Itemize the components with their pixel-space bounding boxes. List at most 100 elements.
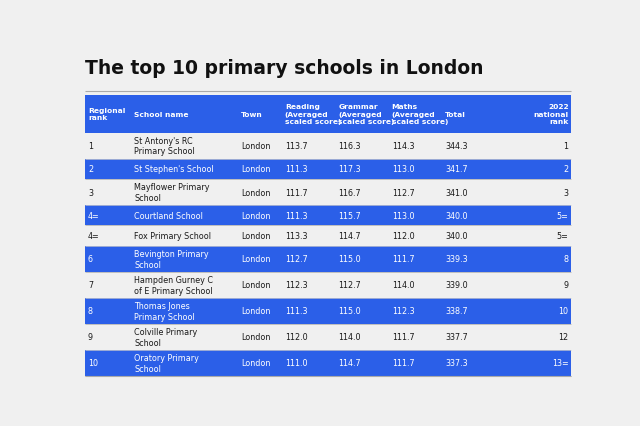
Text: 2022
national
rank: 2022 national rank	[533, 104, 568, 124]
Text: 116.3: 116.3	[339, 142, 361, 151]
Text: 339.3: 339.3	[445, 255, 468, 264]
Text: Colville Primary
School: Colville Primary School	[134, 327, 197, 347]
Text: 6: 6	[88, 255, 93, 264]
Text: London: London	[241, 358, 271, 367]
Text: London: London	[241, 232, 271, 241]
Text: 337.3: 337.3	[445, 358, 468, 367]
Text: Thomas Jones
Primary School: Thomas Jones Primary School	[134, 301, 195, 321]
Text: 344.3: 344.3	[445, 142, 468, 151]
Text: 8: 8	[88, 307, 93, 316]
Text: 114.7: 114.7	[339, 232, 361, 241]
Text: The top 10 primary schools in London: The top 10 primary schools in London	[85, 59, 483, 78]
Text: 337.7: 337.7	[445, 333, 468, 342]
Text: 112.3: 112.3	[392, 307, 414, 316]
Text: Regional
rank: Regional rank	[88, 108, 125, 121]
Text: 4=: 4=	[88, 211, 100, 220]
Text: 112.7: 112.7	[392, 188, 415, 197]
Text: 112.0: 112.0	[392, 232, 414, 241]
Text: 5=: 5=	[557, 232, 568, 241]
Text: 114.3: 114.3	[392, 142, 414, 151]
Text: 4=: 4=	[88, 232, 100, 241]
Text: 117.3: 117.3	[339, 165, 361, 174]
FancyBboxPatch shape	[85, 298, 571, 324]
Text: 112.3: 112.3	[285, 281, 307, 290]
FancyBboxPatch shape	[85, 350, 571, 376]
Text: 341.7: 341.7	[445, 165, 468, 174]
Text: London: London	[241, 142, 271, 151]
Text: 9: 9	[563, 281, 568, 290]
Text: London: London	[241, 281, 271, 290]
FancyBboxPatch shape	[85, 226, 571, 246]
Text: London: London	[241, 165, 271, 174]
Text: 340.0: 340.0	[445, 232, 468, 241]
Text: 1: 1	[564, 142, 568, 151]
FancyBboxPatch shape	[85, 246, 571, 272]
Text: 113.3: 113.3	[285, 232, 307, 241]
Text: 12: 12	[559, 333, 568, 342]
Text: London: London	[241, 307, 271, 316]
Text: 2: 2	[563, 165, 568, 174]
Text: 13=: 13=	[552, 358, 568, 367]
FancyBboxPatch shape	[85, 159, 571, 180]
Text: 113.0: 113.0	[392, 165, 414, 174]
FancyBboxPatch shape	[85, 272, 571, 298]
Text: 9: 9	[88, 333, 93, 342]
Text: 338.7: 338.7	[445, 307, 468, 316]
Text: 115.0: 115.0	[339, 307, 361, 316]
Text: 115.7: 115.7	[339, 211, 361, 220]
Text: London: London	[241, 255, 271, 264]
Text: 111.7: 111.7	[392, 255, 414, 264]
Text: Bevington Primary
School: Bevington Primary School	[134, 250, 209, 269]
Text: London: London	[241, 211, 271, 220]
Text: Town: Town	[241, 111, 263, 117]
FancyBboxPatch shape	[85, 205, 571, 226]
Text: Oratory Primary
School: Oratory Primary School	[134, 353, 199, 373]
Text: Courtland School: Courtland School	[134, 211, 203, 220]
Text: 114.7: 114.7	[339, 358, 361, 367]
Text: 111.7: 111.7	[392, 333, 414, 342]
Text: 1: 1	[88, 142, 93, 151]
Text: London: London	[241, 333, 271, 342]
FancyBboxPatch shape	[85, 180, 571, 205]
FancyBboxPatch shape	[85, 324, 571, 350]
Text: 2: 2	[88, 165, 93, 174]
Text: 7: 7	[88, 281, 93, 290]
Text: 10: 10	[88, 358, 98, 367]
Text: 5=: 5=	[557, 211, 568, 220]
Text: Total: Total	[445, 111, 466, 117]
Text: 8: 8	[564, 255, 568, 264]
Text: 111.3: 111.3	[285, 307, 307, 316]
Text: 111.0: 111.0	[285, 358, 307, 367]
Text: 113.7: 113.7	[285, 142, 307, 151]
Text: 111.3: 111.3	[285, 211, 307, 220]
Text: Grammar
(Averaged
scaled score): Grammar (Averaged scaled score)	[339, 104, 395, 124]
Text: 114.0: 114.0	[392, 281, 414, 290]
Text: 111.7: 111.7	[392, 358, 414, 367]
Text: Hampden Gurney C
of E Primary School: Hampden Gurney C of E Primary School	[134, 275, 213, 295]
Text: 114.0: 114.0	[339, 333, 361, 342]
Text: 111.3: 111.3	[285, 165, 307, 174]
Text: 10: 10	[559, 307, 568, 316]
Text: 115.0: 115.0	[339, 255, 361, 264]
Text: St Antony's RC
Primary School: St Antony's RC Primary School	[134, 136, 195, 156]
Text: 3: 3	[88, 188, 93, 197]
Text: 112.0: 112.0	[285, 333, 307, 342]
Text: 111.7: 111.7	[285, 188, 307, 197]
Text: St Stephen's School: St Stephen's School	[134, 165, 214, 174]
Text: Mayflower Primary
School: Mayflower Primary School	[134, 183, 210, 202]
Text: Maths
(Averaged
scaled score): Maths (Averaged scaled score)	[392, 104, 448, 124]
Text: London: London	[241, 188, 271, 197]
FancyBboxPatch shape	[85, 95, 571, 133]
Text: Reading
(Averaged
scaled score): Reading (Averaged scaled score)	[285, 104, 341, 124]
Text: 3: 3	[564, 188, 568, 197]
Text: 339.0: 339.0	[445, 281, 468, 290]
Text: 113.0: 113.0	[392, 211, 414, 220]
Text: Fox Primary School: Fox Primary School	[134, 232, 211, 241]
Text: 340.0: 340.0	[445, 211, 468, 220]
Text: 112.7: 112.7	[285, 255, 308, 264]
FancyBboxPatch shape	[85, 133, 571, 159]
Text: 116.7: 116.7	[339, 188, 361, 197]
Text: 341.0: 341.0	[445, 188, 468, 197]
Text: School name: School name	[134, 111, 189, 117]
Text: 112.7: 112.7	[339, 281, 361, 290]
